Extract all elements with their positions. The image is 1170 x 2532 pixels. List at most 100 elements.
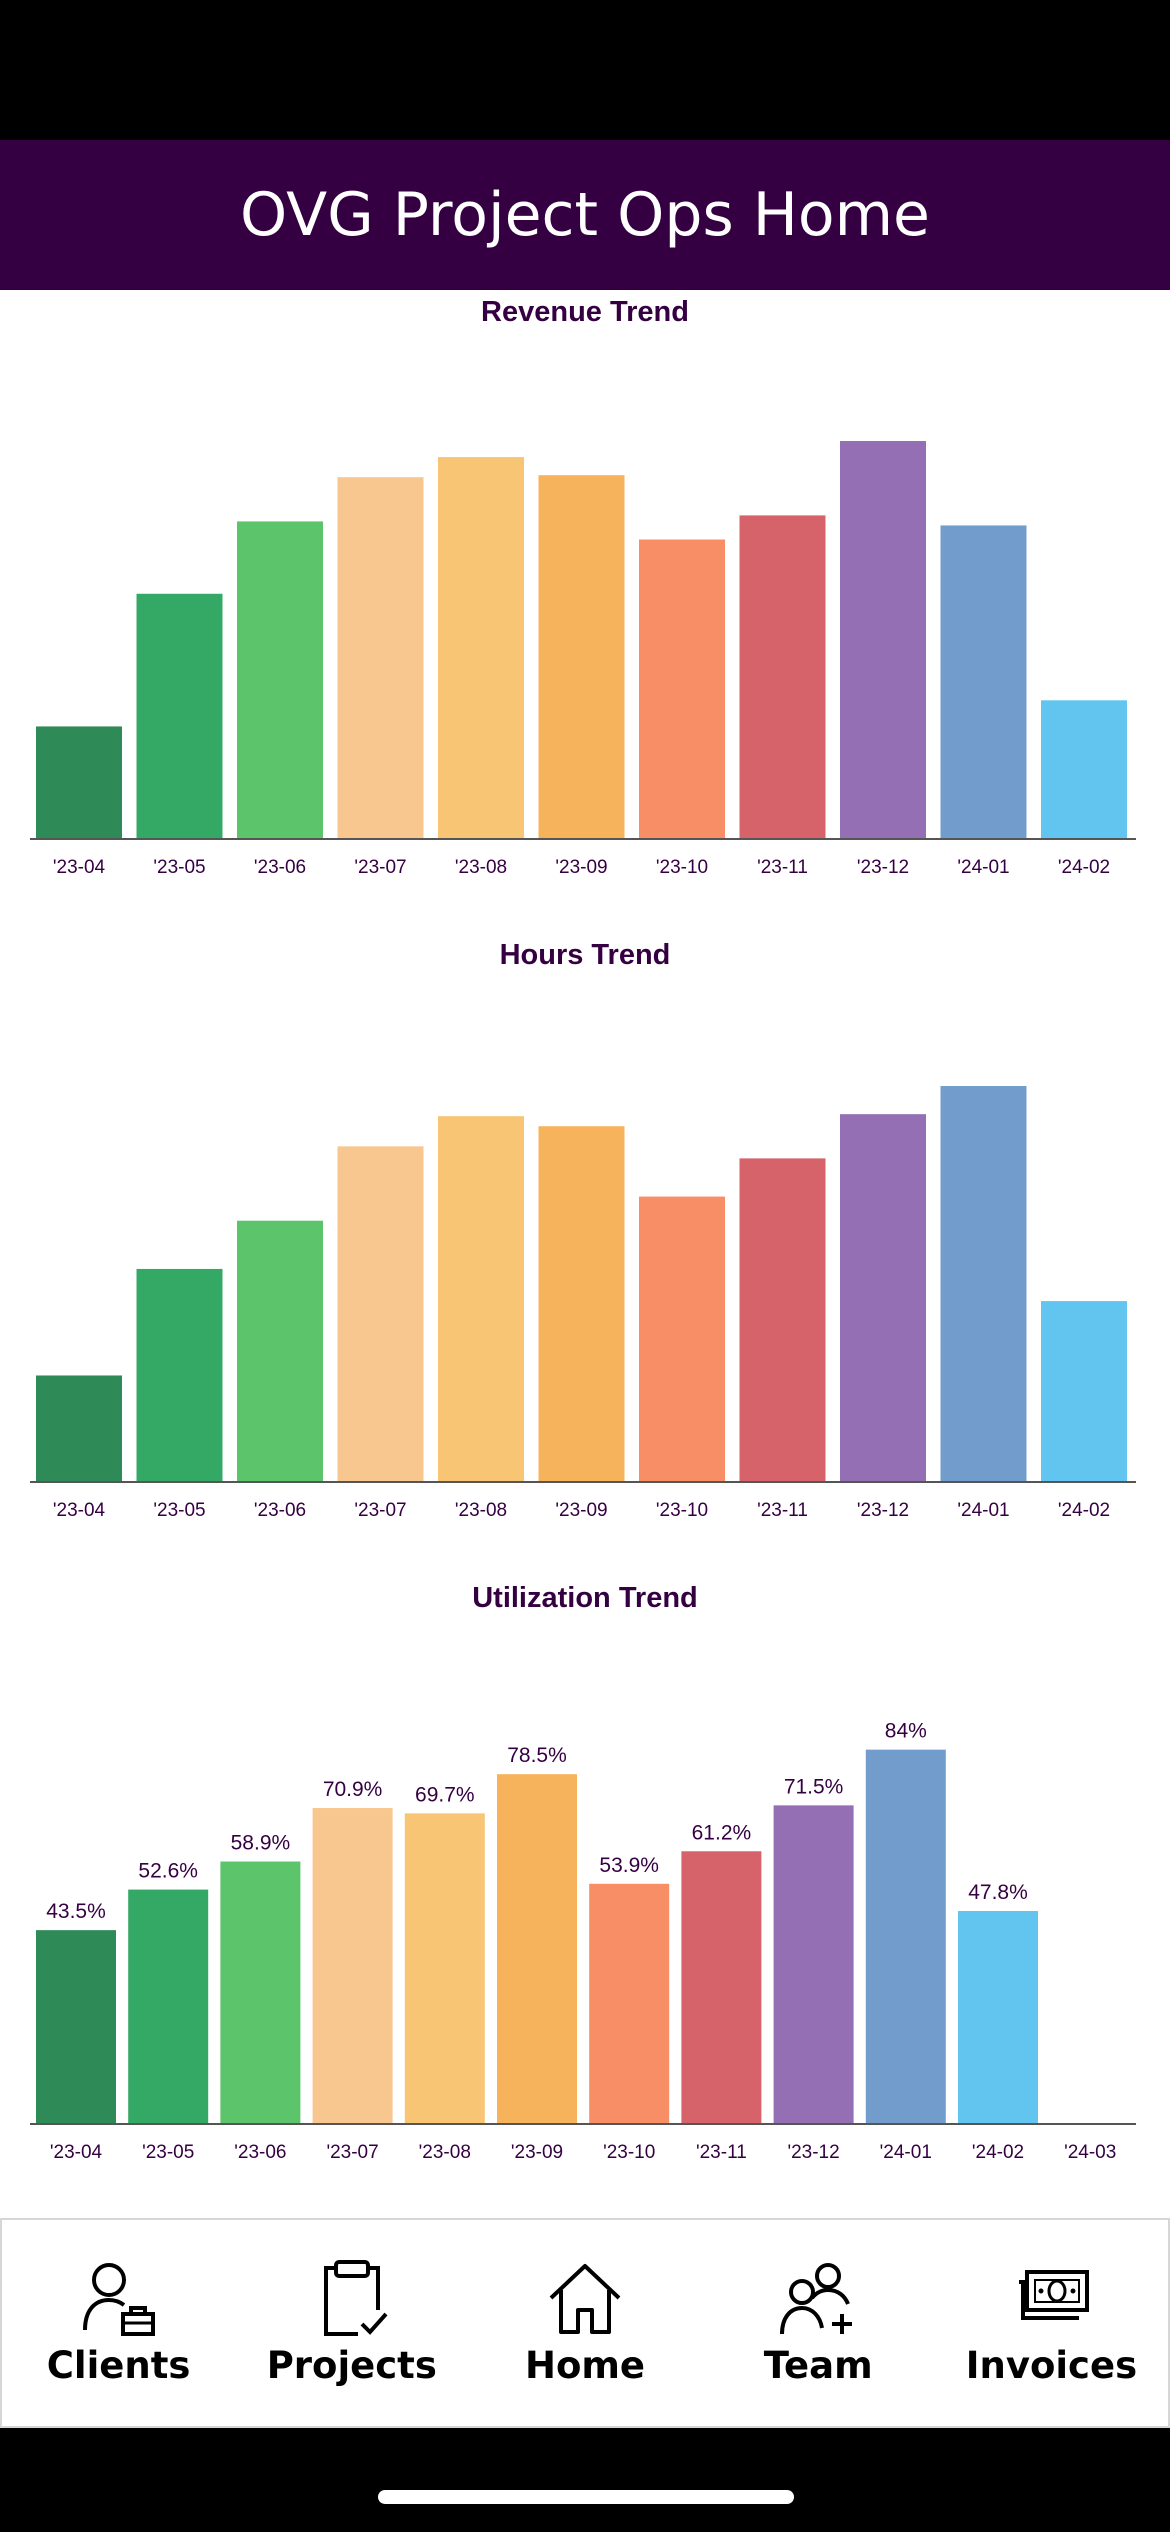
data-label: 61.2% [692, 1821, 752, 1844]
x-tick-label: '23-09 [555, 857, 607, 878]
x-tick-label: '23-12 [787, 2142, 839, 2163]
x-tick-label: '23-11 [696, 2142, 747, 2163]
x-tick-label: '23-11 [757, 857, 808, 878]
bar-23-08 [438, 457, 524, 839]
x-tick-label: '23-10 [656, 1500, 708, 1521]
team-icon [780, 2263, 853, 2335]
projects-icon [323, 2260, 388, 2336]
bar-23-12 [840, 441, 926, 839]
home-indicator-area [0, 2428, 1170, 2532]
bar-23-04 [36, 1930, 116, 2124]
x-tick-label: '23-04 [50, 2142, 103, 2163]
bar-23-04 [36, 726, 122, 839]
bar-23-11 [739, 1158, 826, 1482]
data-label: 70.9% [323, 1778, 383, 1801]
bar-23-12 [840, 1114, 926, 1482]
invoices-icon [1019, 2270, 1090, 2320]
x-tick-label: '23-10 [656, 857, 708, 878]
bar-23-11 [681, 1851, 762, 2124]
dashboard-content: Revenue Trend '23-04'23-05'23-06'23-07'2… [0, 290, 1170, 2218]
bar-23-05 [136, 1268, 223, 1482]
tab-home[interactable]: Home [468, 2220, 701, 2426]
bar-23-10 [589, 1883, 670, 2124]
bar-23-04 [36, 1375, 122, 1482]
tab-clients[interactable]: Clients [2, 2220, 235, 2426]
bar-24-02 [1041, 1301, 1127, 1482]
x-tick-label: '23-08 [455, 857, 507, 878]
home-icon [549, 2264, 621, 2334]
bar-23-08 [404, 1813, 485, 2124]
bar-23-08 [438, 1116, 524, 1482]
bar-24-01 [940, 1086, 1027, 1482]
bar-24-02 [958, 1910, 1038, 2124]
tab-projects[interactable]: Projects [235, 2220, 468, 2426]
bar-23-06 [237, 521, 323, 839]
x-tick-label: '23-11 [757, 1500, 808, 1521]
data-label: 71.5% [784, 1775, 844, 1798]
page-title: OVG Project Ops Home [240, 180, 930, 250]
x-tick-label: '23-07 [326, 2142, 378, 2163]
bar-23-05 [136, 593, 223, 839]
x-tick-label: '23-10 [603, 2142, 655, 2163]
tab-team[interactable]: Team [702, 2220, 935, 2426]
x-tick-label: '24-03 [1064, 2142, 1116, 2163]
x-tick-label: '23-05 [153, 1500, 205, 1521]
x-tick-label: '23-05 [153, 857, 205, 878]
x-tick-label: '24-01 [957, 857, 1009, 878]
bar-24-02 [1041, 700, 1127, 839]
data-label: 58.9% [231, 1832, 291, 1855]
tab-label: Home [524, 2344, 646, 2387]
x-tick-label: '23-12 [857, 857, 909, 878]
data-label: 84% [885, 1720, 927, 1743]
x-tick-label: '23-08 [419, 2142, 471, 2163]
data-label: 52.6% [138, 1860, 198, 1883]
x-tick-label: '23-12 [857, 1500, 909, 1521]
bar-23-09 [538, 475, 625, 839]
x-tick-label: '23-07 [354, 857, 406, 878]
tab-label: Team [763, 2344, 873, 2387]
data-label: 43.5% [46, 1900, 106, 1923]
bar-24-01 [940, 525, 1027, 839]
bar-24-01 [865, 1749, 946, 2124]
x-tick-label: '23-06 [254, 857, 306, 878]
x-tick-label: '23-06 [254, 1500, 306, 1521]
tab-label: Projects [266, 2344, 437, 2387]
x-tick-label: '24-01 [880, 2142, 932, 2163]
x-tick-label: '23-05 [142, 2142, 194, 2163]
x-tick-label: '23-04 [53, 857, 106, 878]
app-header: OVG Project Ops Home [0, 140, 1170, 290]
hours-chart-title: Hours Trend [499, 939, 671, 971]
bar-23-05 [128, 1889, 209, 2124]
tab-label: Invoices [965, 2344, 1138, 2387]
x-tick-label: '23-06 [234, 2142, 286, 2163]
bar-23-07 [312, 1808, 393, 2124]
x-tick-label: '24-01 [957, 1500, 1009, 1521]
bar-23-10 [639, 1196, 725, 1482]
x-tick-label: '23-04 [53, 1500, 106, 1521]
data-label: 53.9% [599, 1854, 659, 1877]
tab-label: Clients [46, 2344, 191, 2387]
x-tick-label: '24-02 [972, 2142, 1024, 2163]
bottom-tab-bar: Clients Projects Home Team [0, 2218, 1170, 2428]
utilization-chart-title: Utilization Trend [472, 1582, 698, 1614]
bar-23-06 [237, 1220, 323, 1482]
x-tick-label: '23-09 [511, 2142, 563, 2163]
bar-23-07 [337, 1146, 424, 1482]
revenue-trend-chart: '23-04 '23-05 '23-06 '23-07 '23-08 '23-09 '23-… [30, 441, 1136, 878]
bar-23-11 [739, 515, 826, 839]
revenue-chart-title: Revenue Trend [481, 296, 689, 328]
data-label: 69.7% [415, 1783, 475, 1806]
bar-23-07 [337, 477, 424, 839]
bar-23-09 [538, 1126, 625, 1482]
x-tick-label: '23-07 [354, 1500, 406, 1521]
home-indicator[interactable] [378, 2490, 794, 2504]
bar-23-12 [773, 1805, 854, 2124]
x-tick-label: '23-08 [455, 1500, 507, 1521]
x-tick-label: '23-09 [555, 1500, 607, 1521]
bar-23-10 [639, 539, 725, 839]
tab-invoices[interactable]: Invoices [935, 2220, 1168, 2426]
x-tick-label: '24-02 [1058, 1500, 1110, 1521]
hours-trend-chart: '23-04 '23-05 '23-06 '23-07 '23-08 '23-09 '23-… [30, 1086, 1136, 1521]
bar-23-09 [497, 1774, 577, 2124]
data-label: 47.8% [968, 1881, 1028, 1904]
